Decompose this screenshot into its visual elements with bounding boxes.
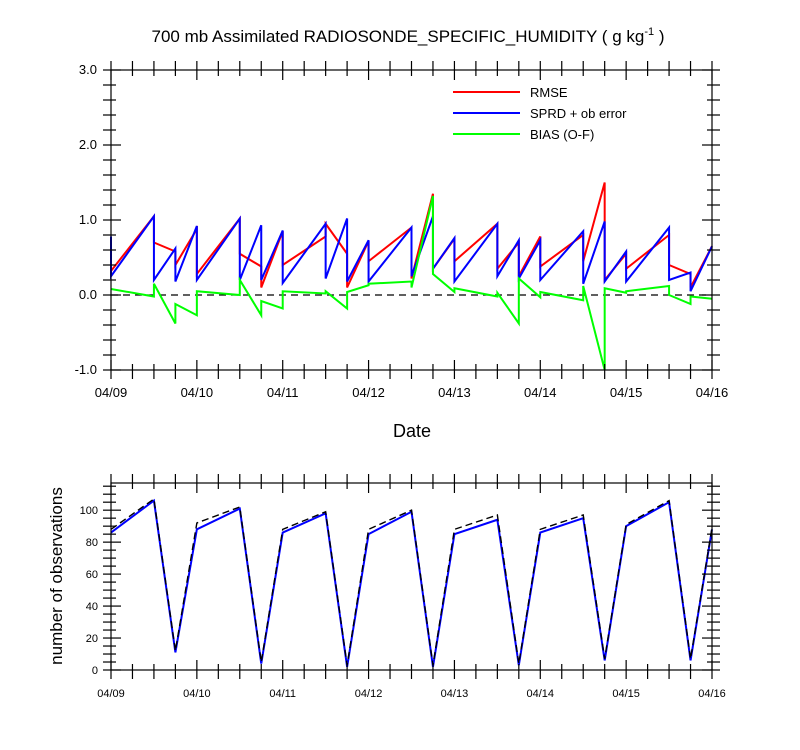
top-legend: RMSE SPRD + ob error BIAS (O-F) <box>453 85 627 142</box>
top-x-tick-label: 04/10 <box>181 385 214 400</box>
chart-title-exponent: -1 <box>644 26 654 38</box>
bottom-y-tick-label: 60 <box>86 569 98 581</box>
bottom-y-tick-label: 0 <box>92 665 98 677</box>
top-series-group <box>110 182 713 371</box>
top-x-tick-label: 04/16 <box>696 385 729 400</box>
bottom-x-tick-label: 04/13 <box>441 688 469 700</box>
bottom-x-tick-label: 04/14 <box>527 688 555 700</box>
top-y-tick-label: 3.0 <box>79 62 97 77</box>
top-series-sprd-ob-error-line <box>110 213 713 292</box>
bottom-x-tick-label: 04/16 <box>698 688 726 700</box>
top-chart-panel: 04/09 04/10 04/11 04/12 04/13 04/14 04/15 04/16… <box>75 61 729 441</box>
bottom-y-tick-label: 20 <box>86 633 98 645</box>
legend-bias-o-f-label: BIAS (O-F) <box>530 127 594 142</box>
bottom-y-axis-label: number of observations <box>47 487 66 665</box>
legend-rmse-label: RMSE <box>530 85 568 100</box>
chart-title: 700 mb Assimilated RADIOSONDE_SPECIFIC_H… <box>152 26 665 46</box>
top-x-tick-label: 04/11 <box>267 385 299 400</box>
bottom-y-tick-label: 40 <box>86 601 98 613</box>
bottom-x-tick-label: 04/12 <box>355 688 383 700</box>
top-x-tick-label: 04/14 <box>524 385 557 400</box>
top-y-tick-label: -1.0 <box>75 362 97 377</box>
top-y-tick-label: 0.0 <box>79 287 97 302</box>
top-y-tick-label: 1.0 <box>79 212 97 227</box>
top-x-tick-label: 04/13 <box>438 385 471 400</box>
chart-title-close: ) <box>654 27 664 46</box>
chart-title-main: 700 mb Assimilated RADIOSONDE_SPECIFIC_H… <box>152 27 645 46</box>
bottom-x-tick-label: 04/11 <box>269 688 296 700</box>
top-series-bias-o-f-line <box>110 195 713 371</box>
top-axes: 04/09 04/10 04/11 04/12 04/13 04/14 04/15 04/16… <box>75 61 729 400</box>
bottom-series-group <box>110 497 713 667</box>
legend-sprd-ob-error-label: SPRD + ob error <box>530 106 627 121</box>
bottom-series-dashed-1-line <box>110 497 713 666</box>
bottom-y-tick-label: 100 <box>80 505 98 517</box>
bottom-series-solid-0-line <box>110 498 713 667</box>
top-x-tick-label: 04/15 <box>610 385 643 400</box>
bottom-x-tick-label: 04/10 <box>183 688 211 700</box>
bottom-x-tick-label: 04/09 <box>97 688 125 700</box>
top-y-tick-label: 2.0 <box>79 137 97 152</box>
bottom-x-tick-label: 04/15 <box>612 688 640 700</box>
bottom-y-tick-label: 80 <box>86 537 98 549</box>
top-x-tick-label: 04/09 <box>95 385 128 400</box>
top-x-tick-label: 04/12 <box>352 385 385 400</box>
bottom-chart-panel: 04/09 04/10 04/11 04/12 04/13 04/14 04/15 04/16… <box>47 474 726 700</box>
bottom-axes: 04/09 04/10 04/11 04/12 04/13 04/14 04/15 04/16… <box>80 474 726 700</box>
top-x-axis-label: Date <box>393 421 431 441</box>
